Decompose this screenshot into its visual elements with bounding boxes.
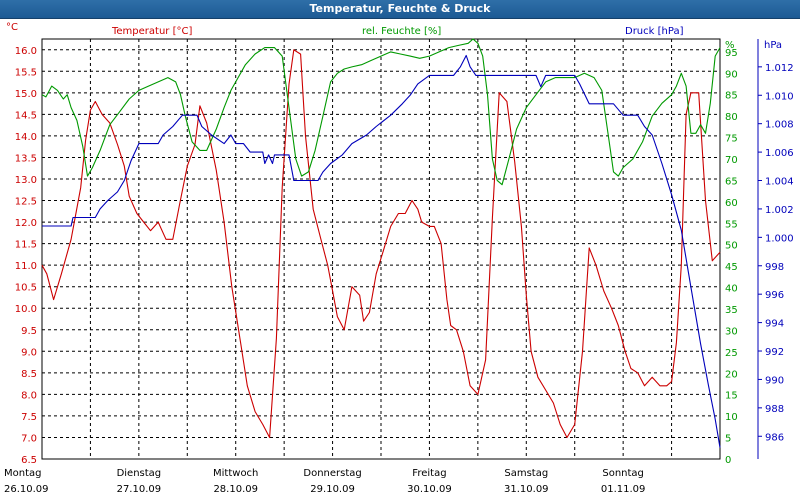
series-group bbox=[41, 38, 721, 448]
x-axis-date-label: 01.11.09 bbox=[601, 484, 646, 495]
x-axis-day-label: Sonntag bbox=[602, 468, 644, 479]
x-axis-day-label: Donnerstag bbox=[303, 468, 361, 479]
humidity-tick-label: 25 bbox=[725, 348, 738, 359]
x-axis-day-label: Samstag bbox=[504, 468, 548, 479]
humidity-axis-unit: % bbox=[725, 40, 735, 51]
humidity-tick-label: 50 bbox=[725, 241, 738, 252]
pressure-ticks: 1.012 1.010 1.008 1.006 1.004 1.002 1.000 998 99… bbox=[758, 63, 794, 443]
pressure-tick-label: 986 bbox=[765, 432, 784, 443]
pressure-tick-label: 1.004 bbox=[765, 177, 794, 188]
temperature-tick-label: 14.0 bbox=[15, 132, 37, 143]
humidity-tick-label: 80 bbox=[725, 112, 738, 123]
x-axis-day-label: Freitag bbox=[412, 468, 446, 479]
x-axis-day-label: Montag bbox=[4, 468, 41, 479]
window-title: Temperatur, Feuchte & Druck bbox=[0, 0, 800, 19]
x-axis-day-label: Mittwoch bbox=[213, 468, 258, 479]
humidity-tick-label: 55 bbox=[725, 219, 738, 230]
humidity-tick-label: 45 bbox=[725, 262, 738, 273]
pressure-tick-label: 998 bbox=[765, 262, 784, 273]
chart: °C Temperatur [°C] rel. Feuchte [%] Druc… bbox=[4, 22, 794, 495]
pressure-tick-label: 1.012 bbox=[765, 63, 794, 74]
temperature-tick-label: 12.0 bbox=[15, 218, 37, 229]
humidity-tick-label: 65 bbox=[725, 176, 738, 187]
humidity-line bbox=[41, 38, 721, 186]
pressure-tick-label: 992 bbox=[765, 347, 784, 358]
temperature-tick-label: 10.0 bbox=[15, 304, 37, 315]
grid bbox=[42, 39, 720, 459]
temperature-ticks: 16.0 15.5 15.0 14.5 14.0 13.5 13.0 12.5 12.0 11.5… bbox=[15, 46, 37, 466]
temperature-tick-label: 13.5 bbox=[15, 153, 37, 164]
pressure-tick-label: 988 bbox=[765, 404, 784, 415]
temperature-tick-label: 12.5 bbox=[15, 197, 37, 208]
temperature-unit: °C bbox=[6, 22, 18, 33]
temperature-tick-label: 6.5 bbox=[21, 455, 37, 466]
temperature-tick-label: 14.5 bbox=[15, 110, 37, 121]
humidity-tick-label: 60 bbox=[725, 198, 738, 209]
humidity-tick-label: 35 bbox=[725, 305, 738, 316]
humidity-tick-label: 90 bbox=[725, 69, 738, 80]
temperature-tick-label: 7.5 bbox=[21, 412, 37, 423]
pressure-tick-label: 1.010 bbox=[765, 91, 794, 102]
temperature-legend-label: Temperatur [°C] bbox=[111, 26, 192, 37]
humidity-tick-label: 15 bbox=[725, 391, 738, 402]
temperature-line bbox=[41, 49, 721, 439]
pressure-legend-label: Druck [hPa] bbox=[625, 26, 684, 37]
x-axis-day-label: Dienstag bbox=[117, 468, 162, 479]
pressure-axis-unit: hPa bbox=[764, 40, 782, 51]
pressure-tick-label: 990 bbox=[765, 375, 784, 386]
pressure-line bbox=[42, 54, 721, 448]
pressure-tick-label: 996 bbox=[765, 290, 784, 301]
humidity-tick-label: 30 bbox=[725, 326, 738, 337]
pressure-tick-label: 1.008 bbox=[765, 120, 794, 131]
temperature-tick-label: 8.5 bbox=[21, 369, 37, 380]
temperature-tick-label: 8.0 bbox=[21, 390, 37, 401]
temperature-tick-label: 11.5 bbox=[15, 240, 37, 251]
x-axis-date-label: 29.10.09 bbox=[310, 484, 355, 495]
humidity-tick-label: 5 bbox=[725, 434, 731, 445]
humidity-tick-label: 70 bbox=[725, 155, 738, 166]
humidity-tick-label: 20 bbox=[725, 369, 738, 380]
temperature-tick-label: 10.5 bbox=[15, 283, 37, 294]
temperature-tick-label: 13.0 bbox=[15, 175, 37, 186]
humidity-legend-label: rel. Feuchte [%] bbox=[362, 26, 441, 37]
pressure-tick-label: 1.002 bbox=[765, 205, 794, 216]
temperature-tick-label: 7.0 bbox=[21, 433, 37, 444]
temperature-axis-label: °C bbox=[6, 22, 18, 33]
x-axis-date-label: 28.10.09 bbox=[213, 484, 258, 495]
x-axis-labels: Montag 26.10.09 Dienstag 27.10.09 Mittwoch 28… bbox=[4, 468, 645, 495]
temperature-tick-label: 15.0 bbox=[15, 89, 37, 100]
humidity-tick-label: 40 bbox=[725, 284, 738, 295]
pressure-tick-label: 1.000 bbox=[765, 233, 794, 244]
x-axis-date-label: 26.10.09 bbox=[4, 484, 49, 495]
humidity-tick-label: 10 bbox=[725, 412, 738, 423]
temperature-tick-label: 15.5 bbox=[15, 67, 37, 78]
x-axis-date-label: 30.10.09 bbox=[407, 484, 452, 495]
temperature-tick-label: 11.0 bbox=[15, 261, 37, 272]
x-axis-date-label: 27.10.09 bbox=[117, 484, 162, 495]
pressure-tick-label: 1.006 bbox=[765, 148, 794, 159]
humidity-tick-label: 85 bbox=[725, 91, 738, 102]
temperature-tick-label: 9.5 bbox=[21, 326, 37, 337]
humidity-tick-label: 0 bbox=[725, 455, 731, 466]
humidity-tick-label: 95 bbox=[725, 48, 738, 59]
pressure-tick-label: 994 bbox=[765, 319, 784, 330]
x-axis-date-label: 31.10.09 bbox=[504, 484, 549, 495]
humidity-tick-label: 75 bbox=[725, 134, 738, 145]
temperature-tick-label: 16.0 bbox=[15, 46, 37, 57]
temperature-tick-label: 9.0 bbox=[21, 347, 37, 358]
